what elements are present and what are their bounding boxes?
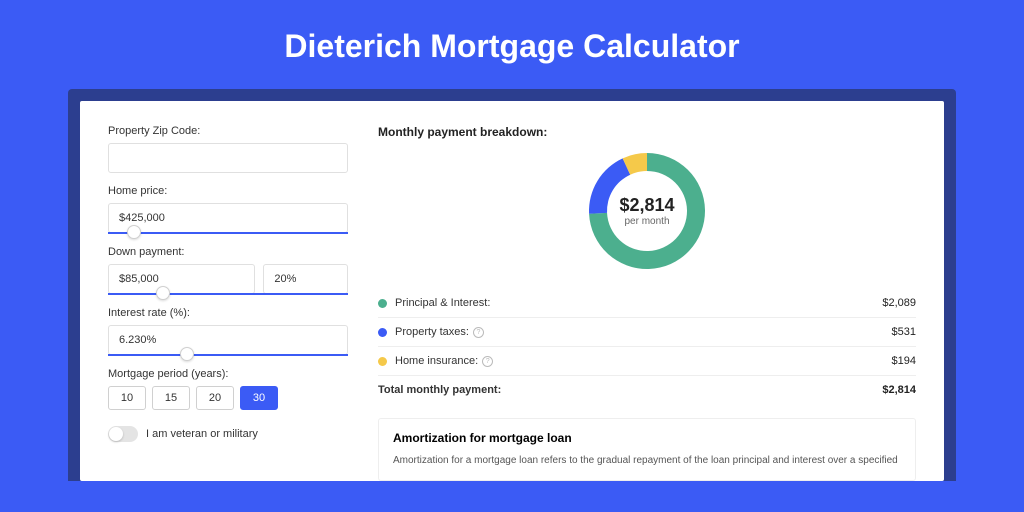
period-option-20[interactable]: 20 xyxy=(196,386,234,410)
donut-center: $2,814 per month xyxy=(619,195,674,227)
form-column: Property Zip Code: Home price: Down paym… xyxy=(108,125,348,457)
zip-label: Property Zip Code: xyxy=(108,125,348,137)
legend-label: Principal & Interest: xyxy=(395,297,882,309)
interest-group: Interest rate (%): xyxy=(108,307,348,356)
legend-label: Home insurance:? xyxy=(395,355,892,367)
home-price-input[interactable] xyxy=(108,203,348,233)
calculator-card: Property Zip Code: Home price: Down paym… xyxy=(80,101,944,481)
donut-amount: $2,814 xyxy=(619,195,674,216)
down-payment-group: Down payment: xyxy=(108,246,348,295)
legend-row: Property taxes:?$531 xyxy=(378,318,916,347)
interest-label: Interest rate (%): xyxy=(108,307,348,319)
veteran-toggle-knob xyxy=(109,427,123,441)
page-title: Dieterich Mortgage Calculator xyxy=(0,0,1024,89)
legend-row: Home insurance:?$194 xyxy=(378,347,916,376)
period-label: Mortgage period (years): xyxy=(108,368,348,380)
help-icon[interactable]: ? xyxy=(473,327,484,338)
down-payment-slider[interactable] xyxy=(108,293,348,295)
help-icon[interactable]: ? xyxy=(482,356,493,367)
legend-row: Principal & Interest:$2,089 xyxy=(378,289,916,318)
donut-sub: per month xyxy=(619,216,674,227)
period-option-15[interactable]: 15 xyxy=(152,386,190,410)
interest-slider[interactable] xyxy=(108,354,348,356)
legend-value: $531 xyxy=(892,326,916,338)
home-price-slider[interactable] xyxy=(108,232,348,234)
period-option-10[interactable]: 10 xyxy=(108,386,146,410)
legend-value: $194 xyxy=(892,355,916,367)
zip-input[interactable] xyxy=(108,143,348,173)
veteran-label: I am veteran or military xyxy=(146,428,258,440)
down-payment-label: Down payment: xyxy=(108,246,348,258)
down-payment-percent-input[interactable] xyxy=(263,264,348,294)
card-outer: Property Zip Code: Home price: Down paym… xyxy=(68,89,956,481)
legend-total-label: Total monthly payment: xyxy=(378,384,882,396)
donut-chart: $2,814 per month xyxy=(378,151,916,271)
amortization-box: Amortization for mortgage loan Amortizat… xyxy=(378,418,916,481)
home-price-group: Home price: xyxy=(108,185,348,234)
veteran-toggle[interactable] xyxy=(108,426,138,442)
legend-dot xyxy=(378,299,387,308)
home-price-label: Home price: xyxy=(108,185,348,197)
zip-field-group: Property Zip Code: xyxy=(108,125,348,173)
legend-total-row: Total monthly payment:$2,814 xyxy=(378,376,916,404)
period-options: 10152030 xyxy=(108,386,348,410)
period-option-30[interactable]: 30 xyxy=(240,386,278,410)
legend-dot xyxy=(378,328,387,337)
down-payment-amount-input[interactable] xyxy=(108,264,255,294)
legend-value: $2,089 xyxy=(882,297,916,309)
breakdown-title: Monthly payment breakdown: xyxy=(378,125,916,139)
period-group: Mortgage period (years): 10152030 xyxy=(108,368,348,410)
home-price-slider-thumb[interactable] xyxy=(127,225,141,239)
breakdown-column: Monthly payment breakdown: $2,814 per mo… xyxy=(378,125,916,457)
amortization-text: Amortization for a mortgage loan refers … xyxy=(393,453,901,468)
veteran-row: I am veteran or military xyxy=(108,426,348,442)
amortization-title: Amortization for mortgage loan xyxy=(393,431,901,445)
legend-label: Property taxes:? xyxy=(395,326,892,338)
interest-slider-thumb[interactable] xyxy=(180,347,194,361)
legend-table: Principal & Interest:$2,089Property taxe… xyxy=(378,289,916,404)
interest-input[interactable] xyxy=(108,325,348,355)
legend-total-value: $2,814 xyxy=(882,384,916,396)
legend-dot xyxy=(378,357,387,366)
down-payment-slider-thumb[interactable] xyxy=(156,286,170,300)
